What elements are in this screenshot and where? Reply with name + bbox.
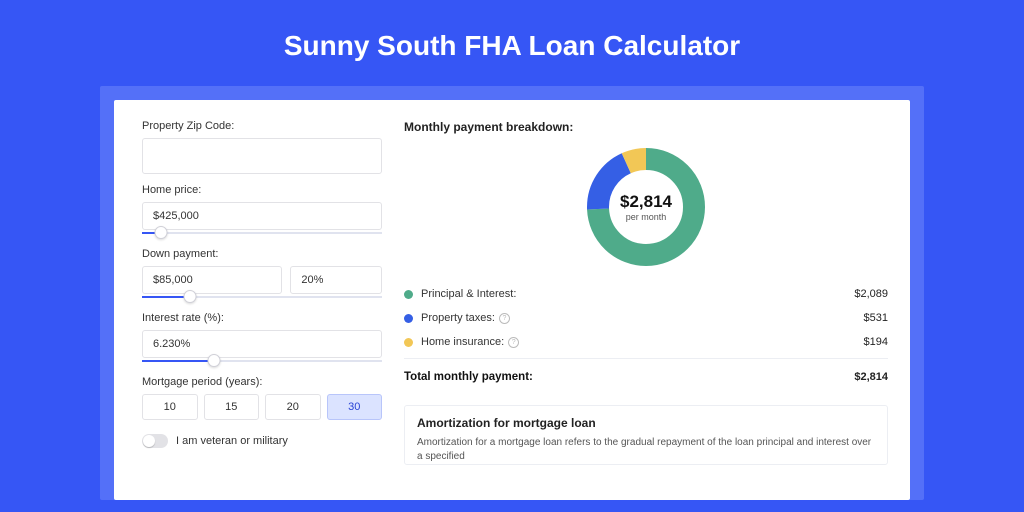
- donut-center: $2,814 per month: [585, 146, 707, 268]
- breakdown-column: Monthly payment breakdown: $2,814 per mo…: [404, 120, 888, 500]
- home-price-input[interactable]: [142, 202, 382, 230]
- legend-dot: [404, 290, 413, 299]
- interest-input[interactable]: [142, 330, 382, 358]
- slider-thumb[interactable]: [155, 226, 168, 239]
- down-payment-group: Down payment:: [142, 248, 382, 302]
- home-price-slider[interactable]: [142, 228, 382, 238]
- legend-row: Home insurance: ?$194: [404, 330, 888, 354]
- divider: [404, 358, 888, 359]
- legend-label: Principal & Interest:: [421, 288, 854, 300]
- legend-value: $2,089: [854, 288, 888, 300]
- info-icon[interactable]: ?: [499, 313, 510, 324]
- legend-value: $194: [864, 336, 888, 348]
- legend-dot: [404, 338, 413, 347]
- donut-chart-wrap: $2,814 per month: [404, 140, 888, 282]
- slider-thumb[interactable]: [208, 354, 221, 367]
- period-option-10[interactable]: 10: [142, 394, 198, 420]
- zip-label: Property Zip Code:: [142, 120, 382, 132]
- period-option-30[interactable]: 30: [327, 394, 383, 420]
- interest-slider[interactable]: [142, 356, 382, 366]
- period-label: Mortgage period (years):: [142, 376, 382, 388]
- amortization-text: Amortization for a mortgage loan refers …: [417, 436, 875, 464]
- form-column: Property Zip Code: Home price: Down paym…: [142, 120, 382, 500]
- period-options: 10152030: [142, 394, 382, 420]
- legend-row: Principal & Interest:$2,089: [404, 282, 888, 306]
- slider-thumb[interactable]: [184, 290, 197, 303]
- legend-label: Home insurance: ?: [421, 336, 864, 348]
- slider-fill: [142, 360, 214, 362]
- donut-chart: $2,814 per month: [585, 146, 707, 268]
- period-option-15[interactable]: 15: [204, 394, 260, 420]
- donut-sub: per month: [626, 212, 667, 222]
- donut-amount: $2,814: [620, 192, 672, 212]
- total-value: $2,814: [854, 371, 888, 383]
- legend-value: $531: [864, 312, 888, 324]
- veteran-toggle[interactable]: [142, 434, 168, 448]
- veteran-row: I am veteran or military: [142, 434, 382, 448]
- period-group: Mortgage period (years): 10152030: [142, 376, 382, 420]
- legend-row: Property taxes: ?$531: [404, 306, 888, 330]
- total-row: Total monthly payment: $2,814: [404, 363, 888, 391]
- interest-label: Interest rate (%):: [142, 312, 382, 324]
- calculator-outer-card: Property Zip Code: Home price: Down paym…: [100, 86, 924, 500]
- amortization-heading: Amortization for mortgage loan: [417, 416, 875, 430]
- zip-field-group: Property Zip Code:: [142, 120, 382, 174]
- slider-track: [142, 232, 382, 234]
- info-icon[interactable]: ?: [508, 337, 519, 348]
- total-label: Total monthly payment:: [404, 371, 854, 383]
- home-price-label: Home price:: [142, 184, 382, 196]
- home-price-group: Home price:: [142, 184, 382, 238]
- down-payment-amount-input[interactable]: [142, 266, 282, 294]
- breakdown-heading: Monthly payment breakdown:: [404, 120, 888, 134]
- legend-label: Property taxes: ?: [421, 312, 864, 324]
- amortization-card: Amortization for mortgage loan Amortizat…: [404, 405, 888, 465]
- legend-dot: [404, 314, 413, 323]
- down-payment-percent-input[interactable]: [290, 266, 382, 294]
- legend: Principal & Interest:$2,089Property taxe…: [404, 282, 888, 354]
- period-option-20[interactable]: 20: [265, 394, 321, 420]
- veteran-label: I am veteran or military: [176, 435, 288, 447]
- calculator-card: Property Zip Code: Home price: Down paym…: [114, 100, 910, 500]
- interest-group: Interest rate (%):: [142, 312, 382, 366]
- zip-input[interactable]: [142, 138, 382, 174]
- down-payment-label: Down payment:: [142, 248, 382, 260]
- down-payment-slider[interactable]: [142, 292, 382, 302]
- page-title: Sunny South FHA Loan Calculator: [0, 0, 1024, 86]
